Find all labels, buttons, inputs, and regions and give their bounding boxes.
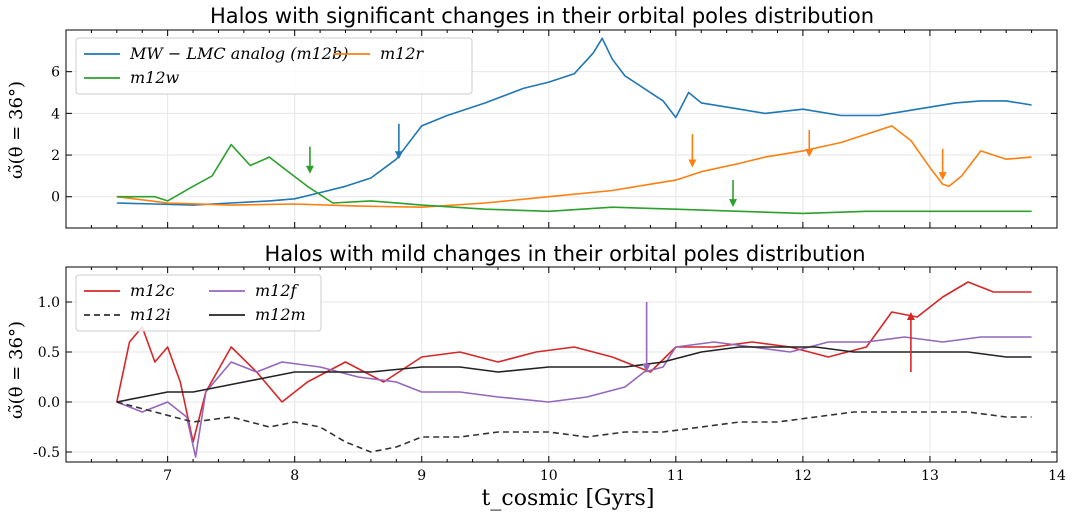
legend-label: m12w (130, 68, 180, 87)
top-panel-title: Halos with significant changes in their … (210, 4, 874, 28)
legend-box (75, 37, 473, 95)
x-tick-label: 8 (290, 468, 299, 484)
x-tick-label: 9 (417, 468, 426, 484)
x-tick-label: 14 (1048, 468, 1066, 484)
x-tick-label: 11 (667, 468, 685, 484)
arrow-head (642, 364, 651, 372)
legend-label: m12f (255, 281, 300, 300)
x-tick-label: 13 (921, 468, 939, 484)
y-tick-label: 4 (51, 106, 60, 122)
y-tick-label: 2 (51, 148, 60, 164)
series-line-m12f (116, 336, 1032, 458)
y-tick-label: 0.0 (38, 395, 60, 411)
axes-frame (65, 266, 1058, 463)
y-tick-label: 0.5 (38, 345, 60, 361)
y-tick-label: 1.0 (38, 295, 60, 311)
series-line-m12c (116, 281, 1032, 443)
series-line-m12r (116, 125, 1032, 208)
legend-label: m12r (380, 44, 425, 63)
legend-label: m12i (130, 305, 171, 324)
top-panel: Halos with significant changes in their … (6, 4, 1058, 229)
series-line-m12w (116, 143, 1032, 215)
x-axis-label: t_cosmic [Gyrs] (482, 486, 655, 511)
bottom-panel: Halos with mild changes in their orbital… (6, 242, 1066, 511)
arrow-head (394, 151, 403, 160)
bottom-panel-ylabel: ω̃(θ = 36°) (6, 321, 27, 419)
arrow-head (688, 159, 697, 168)
series-line-mw-lmc-analog-m12b- (116, 37, 1032, 206)
arrow-head (805, 149, 814, 158)
y-tick-label: 0 (51, 190, 60, 206)
top-panel-ylabel: ω̃(θ = 36°) (6, 81, 27, 179)
series-line-m12m (116, 346, 1032, 403)
arrow-head (305, 165, 314, 174)
bottom-panel-title: Halos with mild changes in their orbital… (264, 242, 865, 266)
x-tick-label: 10 (540, 468, 558, 484)
legend-label: m12m (255, 305, 306, 324)
legend-label: MW − LMC analog (m12b) (129, 44, 348, 63)
y-tick-label: 6 (51, 65, 60, 81)
arrow-head (906, 312, 915, 320)
y-tick-label: -0.5 (33, 445, 60, 461)
x-tick-label: 7 (163, 468, 172, 484)
arrow-head (938, 172, 947, 181)
legend-box (75, 274, 322, 332)
axes-frame (65, 29, 1058, 229)
arrow-head (729, 199, 738, 208)
series-line-m12i (116, 401, 1032, 453)
x-tick-label: 12 (794, 468, 812, 484)
legend-label: m12c (130, 281, 175, 300)
